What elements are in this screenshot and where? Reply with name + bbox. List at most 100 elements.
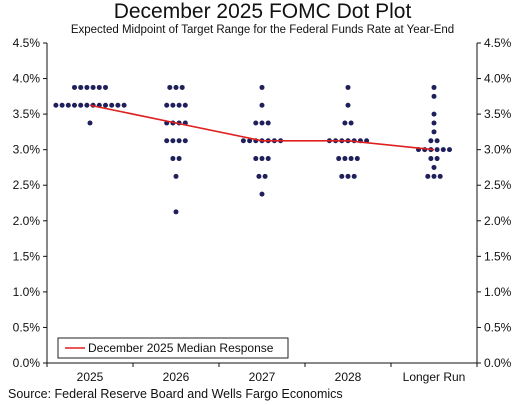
dot-point xyxy=(348,120,354,126)
dot-point xyxy=(84,84,90,90)
dot-point xyxy=(53,102,59,108)
legend-box xyxy=(57,337,289,359)
y-tick-label-right: 4.5% xyxy=(484,36,512,50)
dot-point xyxy=(90,84,96,90)
dot-point xyxy=(431,120,437,126)
dot-point xyxy=(72,102,77,108)
dot-point xyxy=(173,173,179,179)
dot-point xyxy=(262,173,268,179)
dot-point xyxy=(339,173,345,179)
dot-point xyxy=(437,173,443,179)
dot-point xyxy=(253,156,259,162)
dot-point xyxy=(259,84,265,90)
y-tick-label-right: 2.5% xyxy=(484,178,512,192)
chart-title: December 2025 FOMC Dot Plot xyxy=(113,0,412,23)
dot-point xyxy=(434,156,440,162)
dot-point xyxy=(176,102,182,108)
dot-point xyxy=(173,84,179,90)
dot-point xyxy=(176,156,182,162)
dot-point xyxy=(72,84,77,90)
y-tick-label-right: 2.0% xyxy=(484,214,512,228)
y-tick-label-left: 2.0% xyxy=(13,214,41,228)
x-tick-label: 2027 xyxy=(249,370,276,384)
dot-point xyxy=(182,138,188,144)
y-tick-label-left: 0.0% xyxy=(13,356,41,370)
dot-point xyxy=(431,84,437,90)
dot-point xyxy=(167,84,173,90)
dot-point xyxy=(348,156,354,162)
dot-point xyxy=(253,120,259,126)
y-tick-label-left: 4.5% xyxy=(13,36,41,50)
dot-point xyxy=(431,129,437,135)
legend: December 2025 Median Response xyxy=(57,337,289,359)
dot-point xyxy=(78,102,84,108)
dot-point xyxy=(431,173,437,179)
dot-point xyxy=(176,138,182,144)
dot-point xyxy=(259,156,265,162)
dot-point xyxy=(247,138,253,144)
dot-point xyxy=(336,156,342,162)
y-tick-label-left: 0.5% xyxy=(13,320,41,334)
dot-point xyxy=(173,209,179,215)
dot-point xyxy=(434,147,440,153)
x-tick-label: Longer Run xyxy=(403,370,466,384)
dot-point xyxy=(109,102,115,108)
dot-point xyxy=(447,147,452,153)
dot-point xyxy=(170,102,176,108)
x-tick-label: 2025 xyxy=(77,370,104,384)
median-line-layer xyxy=(89,104,435,151)
dot-point xyxy=(170,138,176,144)
dot-point xyxy=(164,102,170,108)
dot-point xyxy=(265,120,271,126)
dot-point xyxy=(87,120,93,126)
dot-point xyxy=(434,138,440,144)
dot-point xyxy=(440,147,446,153)
dot-point xyxy=(65,102,71,108)
y-tick-label-right: 1.0% xyxy=(484,285,512,299)
tick-labels: 0.0% 0.0% 0.5% 0.5% 1.0% 1.0% 1.5% 1.5% 2.0% 2.0%… xyxy=(13,36,512,384)
median-line xyxy=(89,104,435,151)
legend-label: December 2025 Median Response xyxy=(88,341,274,355)
dot-point xyxy=(121,102,127,108)
dot-point xyxy=(96,84,102,90)
dot-point xyxy=(170,156,176,162)
y-tick-label-left: 4.0% xyxy=(13,72,41,86)
dot-point xyxy=(103,84,108,90)
dot-point xyxy=(265,156,271,162)
dot-point xyxy=(342,120,348,126)
dot-point xyxy=(351,173,357,179)
dot-point xyxy=(428,138,434,144)
dot-point xyxy=(342,156,348,162)
y-tick-label-right: 0.5% xyxy=(484,320,512,334)
dot-point xyxy=(78,84,84,90)
chart-subtitle: Expected Midpoint of Target Range for th… xyxy=(70,24,455,36)
dot-point xyxy=(425,173,431,179)
y-tick-label-right: 1.5% xyxy=(484,249,512,263)
y-tick-label-left: 3.5% xyxy=(13,107,41,121)
x-tick-label: 2026 xyxy=(163,370,190,384)
dot-point xyxy=(354,156,360,162)
dot-point xyxy=(428,156,434,162)
y-tick-label-right: 3.5% xyxy=(484,107,512,121)
dot-point xyxy=(103,102,108,108)
dot-point xyxy=(345,102,351,108)
chart-axes xyxy=(43,42,481,367)
y-tick-label-left: 3.0% xyxy=(13,143,41,157)
dot-point xyxy=(256,173,262,179)
y-tick-label-left: 1.0% xyxy=(13,285,41,299)
dot-point xyxy=(259,120,265,126)
y-tick-label-right: 0.0% xyxy=(484,356,512,370)
dot-point xyxy=(431,164,437,170)
dot-point xyxy=(179,84,185,90)
dot-point xyxy=(164,138,170,144)
x-tick-label: 2028 xyxy=(335,370,362,384)
y-tick-label-right: 3.0% xyxy=(484,143,512,157)
dot-point xyxy=(259,191,265,197)
dot-point xyxy=(240,138,246,144)
dot-point xyxy=(182,102,188,108)
dot-point xyxy=(84,102,90,108)
y-tick-label-right: 4.0% xyxy=(484,72,512,86)
dot-point xyxy=(59,102,65,108)
dot-point xyxy=(345,84,351,90)
